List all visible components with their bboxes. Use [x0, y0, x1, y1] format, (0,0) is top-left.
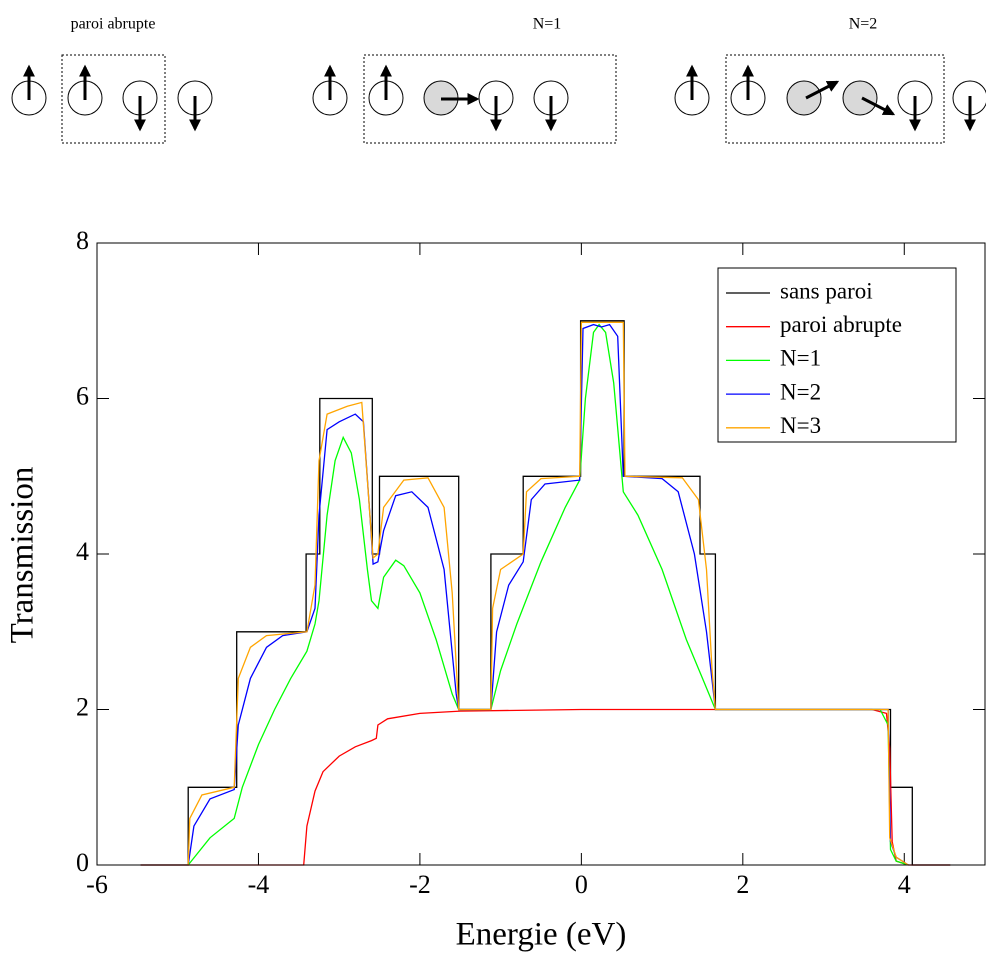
y-tick-label: 0: [76, 848, 89, 877]
series-line: [187, 321, 909, 866]
diagram-label: N=2: [849, 16, 878, 33]
x-tick-label: -2: [409, 870, 431, 899]
legend-label: N=3: [780, 413, 821, 438]
y-tick-label: 8: [76, 226, 89, 255]
legend-box: [717, 267, 957, 443]
y-tick-label: 2: [76, 692, 89, 721]
series-line: [140, 708, 951, 866]
arrows: [23, 64, 976, 132]
x-tick-label: 0: [575, 870, 588, 899]
plot-frame: [96, 242, 986, 866]
x-tick-label: -6: [86, 870, 108, 899]
legend-label: N=1: [780, 346, 821, 371]
series-line: [140, 320, 951, 866]
y-axis-label: Transmission: [5, 467, 41, 644]
diagram-label: paroi abrupte: [71, 16, 156, 33]
x-tick-label: 2: [736, 870, 749, 899]
x-tick-label: 4: [898, 870, 911, 899]
y-tick-label: 4: [76, 537, 89, 566]
box: [61, 54, 166, 144]
spin-diagram: paroi abrupte N=1 N=2: [11, 16, 986, 144]
y-tick-label: 6: [76, 381, 89, 410]
diagram-label: N=1: [533, 16, 562, 33]
series-line: [187, 323, 909, 866]
legend: sans paroi paroi abrupte N=1 N=2 N=3: [717, 267, 957, 443]
spins: [11, 80, 986, 116]
box: [725, 54, 945, 144]
legend-label: paroi abrupte: [780, 312, 902, 337]
legend-label: N=2: [780, 379, 821, 404]
box: [363, 54, 617, 144]
x-tick-label: -4: [248, 870, 270, 899]
x-axis-label: Energie (eV): [456, 917, 627, 953]
legend-label: sans paroi: [780, 278, 873, 303]
